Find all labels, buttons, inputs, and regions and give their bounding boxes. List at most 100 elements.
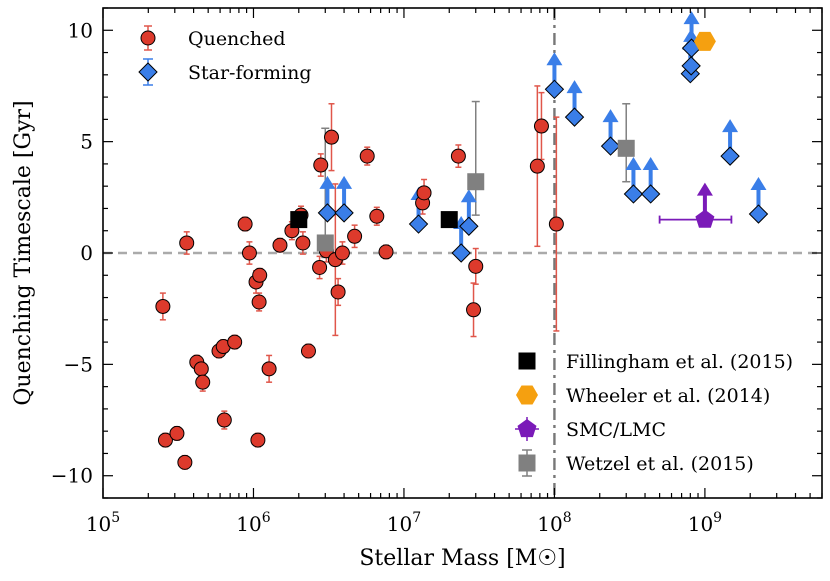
quenched-point [195,374,211,390]
y-tick-label: −5 [64,352,93,376]
x-tick-label: 109 [688,510,722,536]
starforming-point [600,136,621,156]
tick-exponent: 8 [563,510,572,526]
quenched-point [295,235,311,251]
quenched-point [179,235,195,251]
wetzel-point [617,139,635,157]
quenched-point [324,129,340,145]
x-tick-label: 108 [537,510,571,536]
starforming-point [408,214,429,234]
legend-starforming-marker [138,62,158,82]
legend-item-wetzel: Wetzel et al. (2015) [518,449,754,477]
quenched-point [313,157,329,173]
arrow-head [625,156,642,170]
quenched-point [468,258,484,274]
quenched-point [252,267,268,283]
tick-exponent: 6 [262,510,271,526]
quenched-point [416,185,432,201]
quenched-point [251,294,267,310]
arrow-head [602,109,619,123]
starforming-point [640,184,661,204]
fillingham-point [290,211,308,229]
quenched-point [330,284,346,300]
y-tick-label: 5 [80,130,93,154]
quenched-point [241,245,257,261]
legend-item-starforming: Star-forming [138,58,312,86]
tick-base: 10 [688,512,713,536]
starforming-point [681,56,701,76]
arrow-head [336,175,353,189]
quenched-point [157,432,173,448]
legend-label: Wetzel et al. (2015) [566,453,754,475]
tick-exponent: 7 [412,510,421,526]
fillingham-point [440,211,458,229]
quenched-point [272,237,288,253]
quenched-point [237,216,253,232]
starforming-point [720,146,740,166]
legend-label: Quenched [188,28,286,50]
wetzel-error-bar [471,100,480,216]
quenched-point [450,148,466,164]
quenched-point [169,425,185,441]
legend-fillingham-marker [518,352,536,370]
starforming-point [748,204,769,224]
error-bars [159,85,733,470]
quenched-point [155,298,171,314]
x-axis-title: Stellar Mass [M☉] [359,546,565,571]
starforming-point [317,203,338,223]
quenched-point [216,412,232,428]
quenched-point [250,432,266,448]
quenched-point [193,361,209,377]
arrow-head [546,52,563,66]
tick-exponent: 9 [713,510,722,526]
axis-ticks [102,7,823,499]
arrow-head [566,80,583,94]
y-tick-label: 10 [68,18,93,42]
data-points [155,31,769,470]
tick-base: 10 [86,512,111,536]
quenched-point [227,334,243,350]
quenched-point [378,244,394,260]
quenched-point [466,302,482,318]
arrow-head [683,11,700,25]
quenched-point [300,343,316,359]
starforming-point [623,184,644,204]
starforming-point [544,79,565,100]
wetzel-point [316,234,334,252]
legend-label: SMC/LMC [566,419,666,441]
tick-base: 10 [537,512,562,536]
legend-item-quenched: Quenched [140,25,286,51]
legend-label: Fillingham et al. (2015) [566,351,793,373]
quenched-point [261,361,277,377]
starforming-point [564,107,585,127]
tick-exponent: 5 [111,510,120,526]
smclmc-point [695,209,715,228]
quenched-point [529,158,545,174]
y-tick-label: −10 [51,464,93,488]
quenched-point [548,216,564,232]
tick-base: 10 [387,512,412,536]
quenched-point [533,118,549,134]
wheeler-point [693,31,716,51]
x-tick-label: 106 [236,510,270,536]
x-tick-label: 107 [387,510,421,536]
legend-item-wheeler: Wheeler et al. (2014) [516,385,770,407]
legend-quenched-marker [140,30,156,46]
legend: Quenched Star-forming Fillingham et al. (2… [138,25,793,477]
starforming-point [334,203,354,223]
starforming-point [451,243,471,263]
starforming-point [459,216,479,236]
tick-base: 10 [236,512,261,536]
smclmc-xerror [658,215,733,224]
quenched-point [177,454,193,470]
legend-wetzel-marker [518,454,536,472]
quenched-point [369,208,385,224]
x-tick-label: 105 [86,510,120,536]
quenched-point [347,228,363,244]
legend-item-fillingham: Fillingham et al. (2015) [518,351,793,373]
arrow-head [460,189,477,203]
arrow-head [750,177,767,191]
arrow-head [642,156,659,170]
